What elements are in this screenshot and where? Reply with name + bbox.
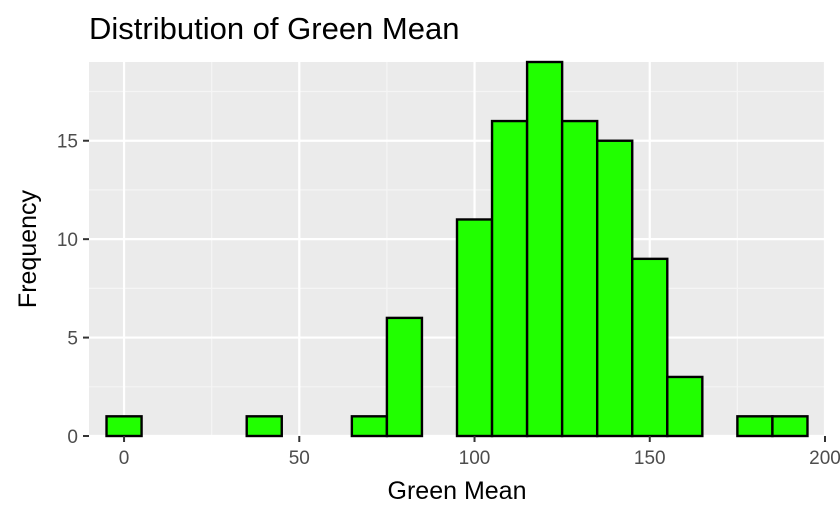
y-tick-label: 10	[57, 230, 78, 251]
histogram-bar	[771, 415, 809, 438]
histogram-bar	[666, 375, 704, 438]
histogram-bar	[560, 119, 599, 438]
x-axis-title: Green Mean	[388, 477, 527, 505]
y-tick-label: 0	[67, 427, 78, 448]
histogram-bar	[525, 60, 564, 438]
histogram-bar	[595, 139, 634, 438]
histogram-bar	[105, 415, 143, 438]
histogram-bar	[490, 119, 529, 438]
x-tick-label: 150	[634, 448, 666, 469]
x-axis-ticks: 0 50 100 150 200	[119, 436, 840, 469]
chart-title: Distribution of Green Mean	[89, 11, 459, 46]
histogram-bar	[350, 415, 389, 438]
x-tick-label: 200	[809, 448, 840, 469]
histogram-bar	[631, 257, 669, 438]
histogram-bar	[455, 218, 494, 438]
histogram-bar	[245, 415, 283, 438]
y-axis-title: Frequency	[14, 189, 42, 308]
histogram-bar	[385, 316, 424, 438]
y-axis-ticks: 0 5 10 15	[57, 132, 89, 448]
histogram-bar	[736, 415, 774, 438]
y-tick-label: 5	[67, 329, 78, 350]
x-tick-label: 100	[459, 448, 491, 469]
x-tick-label: 0	[119, 448, 130, 469]
x-tick-label: 50	[289, 448, 310, 469]
y-tick-label: 15	[57, 132, 78, 153]
